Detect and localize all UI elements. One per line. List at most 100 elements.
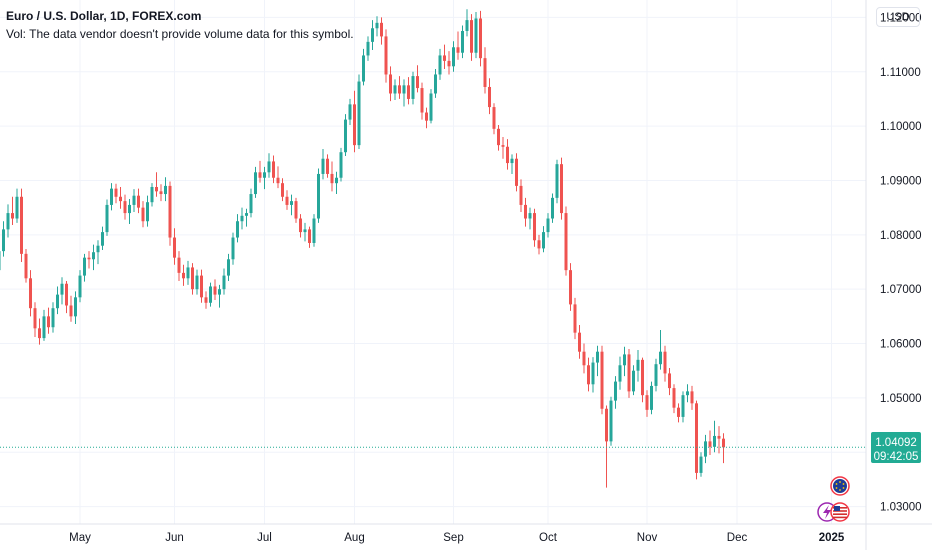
candle-body	[618, 365, 622, 382]
candle-body	[74, 297, 77, 317]
x-tick-label: Jun	[165, 532, 184, 544]
candle	[375, 16, 379, 37]
candle-body	[249, 194, 253, 214]
candle	[204, 291, 208, 309]
candle	[645, 390, 649, 417]
candle	[303, 222, 307, 242]
candle-body	[578, 332, 581, 352]
candle	[294, 197, 298, 223]
candle-body	[87, 257, 91, 260]
candle-body	[339, 152, 343, 178]
chart-title: Euro / U.S. Dollar, 1D, FOREX.com	[6, 9, 202, 23]
eu-flag-icon[interactable]	[830, 476, 850, 496]
candle	[276, 166, 280, 189]
candle-body	[483, 58, 487, 87]
candle-body	[398, 85, 401, 94]
candle	[119, 186, 122, 209]
candle-body	[312, 218, 316, 243]
candle-body	[443, 55, 446, 61]
candle-body	[272, 161, 275, 178]
candle-body	[290, 201, 293, 205]
candle	[20, 188, 23, 262]
candle-body	[569, 270, 572, 305]
candle-body	[110, 188, 113, 205]
candle	[164, 177, 167, 202]
candle-body	[542, 232, 545, 249]
candle	[524, 197, 527, 227]
candle-body	[560, 164, 563, 214]
candle	[672, 384, 676, 414]
candle	[519, 179, 523, 212]
candle	[402, 79, 406, 107]
candle-body	[204, 297, 208, 303]
candle-body	[263, 172, 266, 178]
candle	[573, 297, 577, 340]
candle-body	[371, 28, 374, 42]
candle-body	[258, 172, 262, 178]
candle-body	[92, 252, 95, 260]
candle	[560, 157, 563, 220]
candle-body	[195, 275, 199, 290]
candle	[137, 188, 140, 214]
candle	[438, 48, 442, 80]
candle	[335, 171, 338, 195]
candle	[596, 345, 599, 377]
y-tick-label: 1.12000	[880, 12, 922, 24]
candle	[245, 208, 248, 227]
candle	[614, 376, 617, 409]
candle-body	[254, 172, 257, 195]
candle	[416, 65, 419, 93]
candle	[488, 78, 491, 115]
candle	[393, 79, 397, 101]
candle-body	[623, 354, 626, 366]
candle-body	[722, 438, 725, 448]
candle	[6, 204, 10, 238]
candle	[591, 357, 595, 393]
time-axis[interactable]: May Jun Jul Aug Sep Oct Nov Dec 2025	[69, 532, 845, 544]
candle-body	[672, 388, 676, 408]
candle-body	[15, 196, 19, 219]
candle-body	[425, 112, 428, 121]
us-flag-icon[interactable]	[830, 502, 850, 522]
x-tick-label: May	[69, 532, 91, 544]
candle	[87, 251, 91, 269]
candle-body	[407, 85, 410, 99]
candle	[474, 11, 478, 59]
candle	[56, 286, 59, 315]
candle-body	[11, 213, 14, 219]
candle	[236, 214, 239, 243]
candle-body	[330, 173, 334, 184]
candle	[483, 47, 487, 94]
x-tick-label: Oct	[539, 532, 558, 544]
candle-body	[614, 381, 617, 401]
candle	[465, 9, 469, 37]
y-tick-label: 1.05000	[880, 393, 922, 405]
candle	[600, 345, 604, 415]
candle-body	[168, 185, 172, 238]
candle-body	[650, 385, 653, 410]
candle-body	[326, 158, 329, 174]
candle	[29, 270, 32, 317]
candle	[623, 346, 626, 377]
candle-body	[141, 207, 145, 222]
candle	[609, 396, 613, 446]
candle	[686, 384, 689, 403]
candle	[69, 295, 73, 322]
candle-body	[690, 391, 694, 404]
candle	[60, 277, 64, 305]
last-price-value: 1.04092	[875, 437, 917, 449]
candle-body	[222, 275, 226, 290]
y-tick-label: 1.07000	[880, 284, 922, 296]
candle-body	[299, 218, 302, 233]
candle	[272, 155, 275, 184]
candle-body	[173, 237, 176, 258]
candle-body	[515, 158, 518, 186]
candle	[551, 193, 554, 223]
candle-body	[596, 351, 599, 363]
y-tick-label: 1.11000	[880, 67, 921, 79]
candle	[285, 190, 289, 210]
candle	[182, 264, 185, 286]
currency-button[interactable]: USD	[876, 7, 920, 27]
candle	[650, 381, 653, 415]
